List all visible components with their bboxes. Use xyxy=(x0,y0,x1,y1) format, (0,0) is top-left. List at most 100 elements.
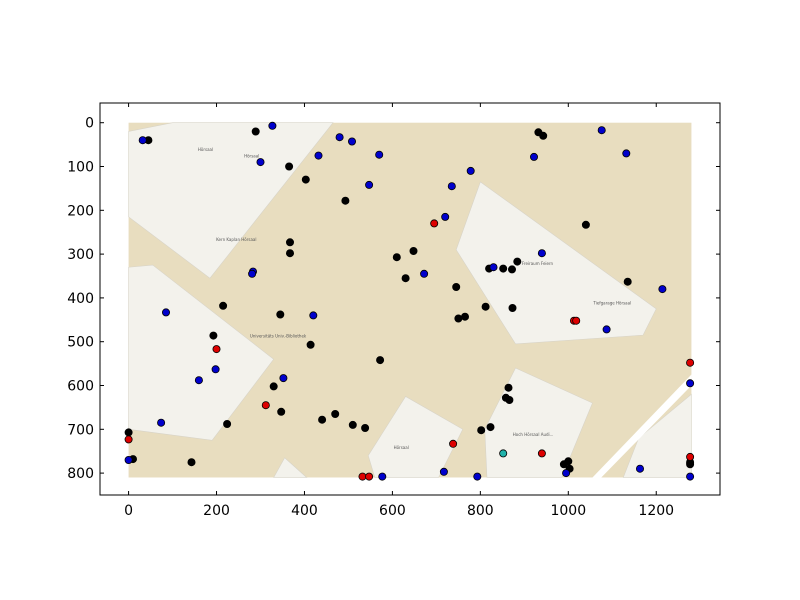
scatter-point xyxy=(530,152,539,161)
scatter-point xyxy=(376,356,385,365)
scatter-point xyxy=(309,311,318,320)
x-tick-label: 1000 xyxy=(550,503,586,519)
scatter-point xyxy=(499,449,508,458)
scatter-point xyxy=(361,423,370,432)
scatter-point xyxy=(486,423,495,432)
scatter-point xyxy=(562,469,571,478)
scatter-point xyxy=(251,127,260,136)
map-label: Tiefgarage Hörsaal xyxy=(592,300,631,305)
scatter-point xyxy=(454,314,463,323)
x-tick-label: 0 xyxy=(124,503,133,519)
scatter-point xyxy=(138,136,147,145)
scatter-point xyxy=(439,467,448,476)
scatter-point xyxy=(211,365,220,374)
y-tick-label: 200 xyxy=(67,203,94,219)
map-building xyxy=(273,457,308,478)
y-tick-label: 700 xyxy=(67,422,94,438)
scatter-point xyxy=(508,303,517,312)
map-road xyxy=(592,374,692,478)
map-label: Hoch Hörsaal Audi... xyxy=(513,432,554,437)
y-tick-label: 0 xyxy=(85,116,94,132)
y-tick-label: 600 xyxy=(67,379,94,395)
x-tick-label: 200 xyxy=(203,503,230,519)
scatter-point xyxy=(539,131,548,140)
scatter-point xyxy=(572,316,581,325)
scatter-point xyxy=(358,472,367,481)
scatter-point xyxy=(420,269,429,278)
scatter-point xyxy=(505,395,514,404)
x-tick-label: 1200 xyxy=(638,503,674,519)
scatter-point xyxy=(219,301,228,310)
y-axis: 0 100 200 300 400 500 600 700 800 xyxy=(67,116,720,482)
scatter-point xyxy=(686,379,695,388)
scatter-point xyxy=(285,162,294,171)
scatter-point xyxy=(157,418,166,427)
map-label: Universitäts Univ.-Bibliothek xyxy=(250,333,307,338)
scatter-point xyxy=(504,383,513,392)
scatter-point xyxy=(314,151,323,160)
scatter-point xyxy=(581,220,590,229)
map-background: Hörsaal Hörsaal Kern Kaplan Hörsaal Univers… xyxy=(128,122,692,478)
map-label: Hörsaal xyxy=(198,147,213,152)
scatter-point xyxy=(285,249,294,258)
scatter-point xyxy=(209,331,218,340)
scatter-point xyxy=(331,409,340,418)
scatter-point xyxy=(447,182,456,191)
scatter-point xyxy=(489,263,498,272)
scatter-point xyxy=(441,212,450,221)
scatter-point xyxy=(341,196,350,205)
y-tick-label: 400 xyxy=(67,291,94,307)
scatter-point xyxy=(212,345,221,354)
scatter-point xyxy=(269,382,278,391)
scatter-point xyxy=(513,257,522,266)
scatter-point xyxy=(187,458,196,467)
scatter-point xyxy=(335,133,344,142)
scatter-point xyxy=(124,455,133,464)
scatter-point xyxy=(623,277,632,286)
scatter-point xyxy=(279,374,288,383)
scatter-point xyxy=(477,426,486,435)
scatter-point xyxy=(636,464,645,473)
scatter-point xyxy=(256,158,265,167)
scatter-point xyxy=(365,180,374,189)
scatter-points xyxy=(124,121,695,481)
map-label: Hörsaal xyxy=(244,154,259,159)
scatter-point xyxy=(375,150,384,159)
scatter-point xyxy=(348,420,357,429)
scatter-point xyxy=(365,472,374,481)
y-tick-label: 300 xyxy=(67,247,94,263)
scatter-point xyxy=(686,472,695,481)
axes-frame xyxy=(99,102,721,496)
scatter-point xyxy=(161,308,170,317)
y-tick-label: 800 xyxy=(67,466,94,482)
scatter-point xyxy=(277,407,286,416)
scatter-point xyxy=(449,439,458,448)
map-building xyxy=(622,393,692,478)
scatter-point xyxy=(537,449,546,458)
y-tick-label: 500 xyxy=(67,335,94,351)
scatter-point xyxy=(285,238,294,247)
scatter-point xyxy=(466,166,475,175)
map-building xyxy=(484,367,593,478)
scatter-point xyxy=(452,282,461,291)
scatter-point xyxy=(658,285,667,294)
scatter-point xyxy=(347,137,356,146)
scatter-point xyxy=(306,340,315,349)
scatter-point xyxy=(686,452,695,461)
x-axis: 0 200 400 600 800 1000 1200 xyxy=(124,103,674,519)
scatter-point xyxy=(564,457,573,466)
scatter-point xyxy=(124,435,133,444)
scatter-point xyxy=(602,325,611,334)
scatter-point xyxy=(686,358,695,367)
scatter-point xyxy=(430,219,439,228)
scatter-point xyxy=(261,401,270,410)
x-tick-label: 600 xyxy=(379,503,406,519)
scatter-point xyxy=(622,149,631,158)
scatter-point xyxy=(686,460,695,469)
scatter-point xyxy=(597,126,606,135)
scatter-point xyxy=(301,175,310,184)
map-building xyxy=(367,396,464,478)
x-tick-label: 800 xyxy=(467,503,494,519)
map-label: Hörsaal xyxy=(394,445,409,450)
